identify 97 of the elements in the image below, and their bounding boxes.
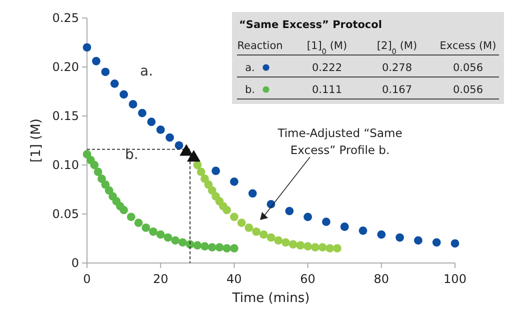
y-tick-label: 0.20 xyxy=(52,60,79,74)
point xyxy=(318,243,327,252)
annotation: 0.056 xyxy=(452,84,484,96)
point xyxy=(134,218,143,228)
point xyxy=(296,241,305,250)
x-tick-label: 20 xyxy=(152,272,168,286)
annotation: 0.111 xyxy=(312,84,342,96)
point xyxy=(377,230,386,239)
point xyxy=(212,166,220,176)
y-tick-label: 0.25 xyxy=(52,11,79,25)
point xyxy=(128,100,138,108)
annotation: 0.222 xyxy=(312,62,342,74)
point xyxy=(171,236,180,245)
point xyxy=(310,243,320,252)
point xyxy=(259,230,268,239)
point xyxy=(244,224,254,232)
point xyxy=(414,236,422,245)
annotation: b. xyxy=(244,84,256,96)
annotation: 0.167 xyxy=(382,84,412,96)
y-tick-label: 0.15 xyxy=(52,109,79,123)
point xyxy=(174,141,184,150)
point xyxy=(142,224,150,232)
point xyxy=(193,241,202,250)
point xyxy=(396,233,404,242)
annotation: Time-Adjusted “Same Excess” Profile b. xyxy=(276,126,402,157)
point xyxy=(156,230,165,239)
point xyxy=(237,218,246,228)
y-axis-title: [1] (M) xyxy=(29,118,44,162)
point xyxy=(147,118,156,126)
point xyxy=(230,212,238,222)
annotation: [2]$_{0}$ (M) xyxy=(376,40,418,56)
point xyxy=(208,186,216,195)
point xyxy=(274,236,283,245)
point xyxy=(450,239,460,248)
point xyxy=(98,174,106,183)
annotation: Reaction xyxy=(237,40,283,52)
point xyxy=(120,90,128,99)
point xyxy=(222,206,232,214)
point xyxy=(222,244,232,252)
point xyxy=(285,206,294,216)
point xyxy=(193,160,202,170)
annotation: 0.056 xyxy=(452,62,484,74)
annotation: Excess (M) xyxy=(440,40,496,52)
point xyxy=(432,238,441,247)
point xyxy=(208,243,216,252)
point xyxy=(178,238,187,247)
point xyxy=(200,174,209,183)
point xyxy=(138,108,146,118)
point xyxy=(358,226,368,235)
point xyxy=(340,222,349,231)
x-tick-label: 0 xyxy=(83,272,91,286)
point xyxy=(304,212,312,222)
point xyxy=(326,244,334,252)
annotation: 0.278 xyxy=(382,62,412,74)
point xyxy=(282,238,290,247)
point xyxy=(266,233,276,242)
point xyxy=(322,218,330,226)
point xyxy=(186,150,200,162)
point xyxy=(82,43,92,52)
x-tick-label: 40 xyxy=(226,272,242,286)
point xyxy=(156,126,165,134)
point xyxy=(252,227,260,236)
y-tick-label: 0.10 xyxy=(52,158,79,172)
point xyxy=(101,180,110,189)
x-axis-title: Time (mins) xyxy=(231,291,310,306)
point xyxy=(166,133,174,142)
point xyxy=(120,206,128,214)
point xyxy=(90,160,99,170)
point xyxy=(196,168,206,176)
series-label: b. xyxy=(125,147,138,164)
point xyxy=(180,144,194,156)
point xyxy=(126,212,136,222)
point xyxy=(204,180,213,189)
point xyxy=(94,168,102,176)
point xyxy=(149,227,158,236)
annotation: “Same Excess” Protocol xyxy=(239,19,382,31)
point xyxy=(288,240,298,249)
point xyxy=(215,243,224,252)
point xyxy=(164,233,172,242)
annotation: a. xyxy=(245,62,255,74)
annotation: [1]$_{0}$ (M) xyxy=(306,40,348,56)
series-label: a. xyxy=(140,63,154,80)
point xyxy=(82,150,92,158)
y-tick-label: 0 xyxy=(71,256,79,270)
point xyxy=(304,242,312,251)
y-tick-label: 0.05 xyxy=(52,207,79,221)
point xyxy=(230,177,238,186)
x-tick-label: 100 xyxy=(444,272,466,286)
x-tick-label: 60 xyxy=(300,272,316,286)
point xyxy=(333,244,342,252)
point xyxy=(230,244,238,252)
point xyxy=(92,56,100,66)
point xyxy=(200,242,209,251)
point xyxy=(248,189,257,198)
point xyxy=(110,79,119,88)
point xyxy=(101,68,110,76)
x-tick-label: 80 xyxy=(374,272,390,286)
